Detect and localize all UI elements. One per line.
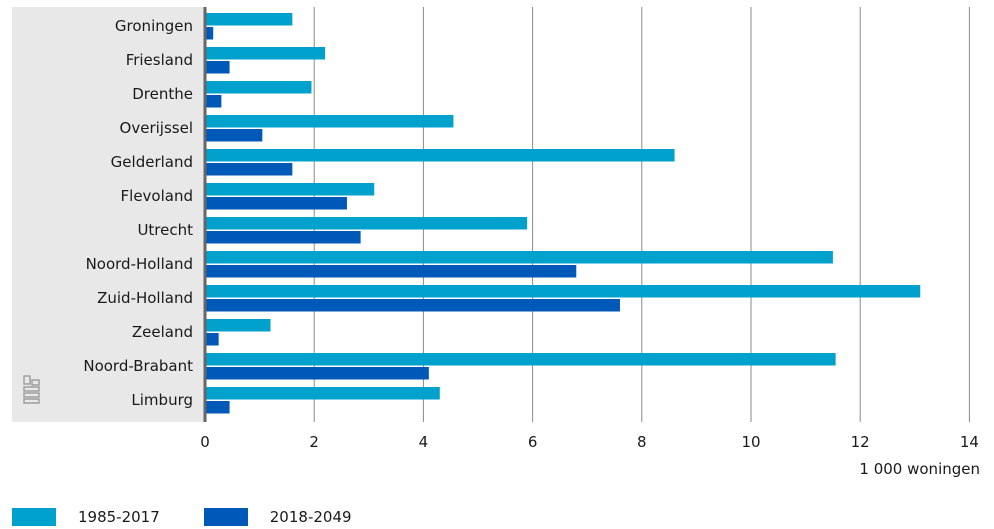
bars	[205, 13, 921, 414]
x-tick-label: 6	[528, 433, 538, 451]
x-tick-label: 12	[851, 433, 870, 451]
x-axis-unit-label: 1 000 woningen	[859, 460, 980, 478]
bar-zuid-holland-1985-2017	[205, 285, 921, 298]
bar-gelderland-2018-2049	[205, 163, 293, 176]
category-label: Utrecht	[137, 221, 193, 239]
category-label: Noord-Holland	[86, 255, 193, 273]
bar-overijssel-1985-2017	[205, 115, 454, 128]
bar-gelderland-1985-2017	[205, 149, 675, 162]
category-label: Noord-Brabant	[83, 357, 193, 375]
bar-groningen-1985-2017	[205, 13, 293, 26]
bar-zeeland-1985-2017	[205, 319, 271, 332]
bar-groningen-2018-2049	[205, 27, 214, 40]
bar-drenthe-2018-2049	[205, 95, 222, 108]
category-label: Groningen	[115, 17, 193, 35]
category-labels: Groningen Friesland Drenthe Overijssel Gelde…	[83, 17, 193, 409]
category-band	[12, 7, 204, 422]
bar-flevoland-2018-2049	[205, 197, 347, 210]
x-tick-label: 10	[741, 433, 760, 451]
category-label: Limburg	[131, 391, 193, 409]
x-tick-label: 2	[309, 433, 319, 451]
bar-chart: Groningen Friesland Drenthe Overijssel Gelde…	[12, 7, 980, 478]
bar-overijssel-2018-2049	[205, 129, 263, 142]
legend-swatch-2018-2049	[203, 508, 248, 526]
bar-limburg-2018-2049	[205, 401, 230, 414]
category-label: Gelderland	[111, 153, 193, 171]
category-label: Zeeland	[132, 323, 193, 341]
bar-friesland-1985-2017	[205, 47, 326, 60]
bar-utrecht-1985-2017	[205, 217, 528, 230]
legend-item-2018-2049: 2018-2049	[203, 508, 352, 526]
x-tick-label: 0	[200, 433, 210, 451]
grid-lines	[313, 7, 970, 422]
category-label: Friesland	[126, 51, 193, 69]
bar-utrecht-2018-2049	[205, 231, 361, 244]
category-label: Zuid-Holland	[97, 289, 193, 307]
legend-label-1985-2017: 1985-2017	[78, 508, 160, 526]
cbs-logo-icon	[23, 375, 40, 404]
category-label: Overijssel	[120, 119, 193, 137]
category-label: Flevoland	[121, 187, 193, 205]
bar-limburg-1985-2017	[205, 387, 440, 400]
bar-noord-brabant-1985-2017	[205, 353, 836, 366]
x-tick-label: 4	[419, 433, 429, 451]
bar-friesland-2018-2049	[205, 61, 230, 74]
bar-noord-holland-1985-2017	[205, 251, 833, 264]
bar-zeeland-2018-2049	[205, 333, 219, 346]
legend-label-2018-2049: 2018-2049	[269, 508, 352, 526]
legend-swatch-1985-2017	[12, 508, 56, 526]
bar-noord-holland-2018-2049	[205, 265, 577, 278]
bar-drenthe-1985-2017	[205, 81, 312, 94]
legend: 1985-2017 2018-2049	[12, 508, 396, 526]
bar-flevoland-1985-2017	[205, 183, 375, 196]
tick-labels: 0 2 4 6 8 10 12 14	[200, 433, 979, 451]
bar-noord-brabant-2018-2049	[205, 367, 429, 380]
category-label: Drenthe	[132, 85, 193, 103]
bar-zuid-holland-2018-2049	[205, 299, 620, 312]
x-tick-label: 8	[637, 433, 647, 451]
x-tick-label: 14	[960, 433, 979, 451]
legend-item-1985-2017: 1985-2017	[12, 508, 160, 526]
